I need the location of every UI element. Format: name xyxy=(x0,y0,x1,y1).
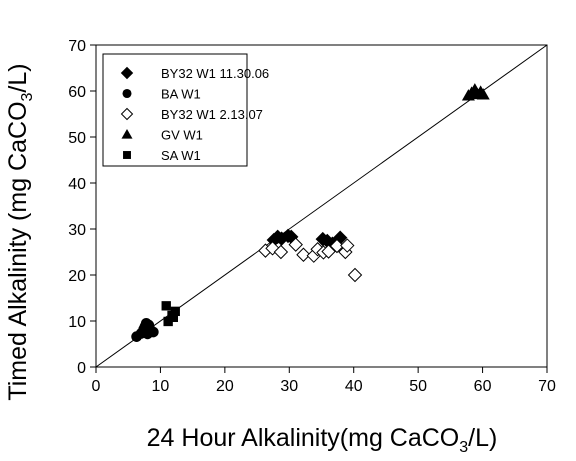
legend-label: BY32 W1 2.13.07 xyxy=(161,107,263,122)
x-tick-label: 40 xyxy=(345,378,363,395)
point-gv-w1 xyxy=(476,88,490,100)
data-points xyxy=(131,83,490,342)
point-ba-w1 xyxy=(148,326,159,338)
point-by32-w1-2-13-07 xyxy=(321,244,336,259)
x-axis-title-main: 24 Hour Alkalinity(mg CaCO xyxy=(147,424,460,452)
y-tick-label: 20 xyxy=(68,268,86,285)
point-sa-w1 xyxy=(161,301,171,311)
y-axis-title-subscript: 3 xyxy=(19,92,36,101)
y-tick-label: 10 xyxy=(68,314,86,331)
legend-marker xyxy=(120,66,134,80)
legend-marker xyxy=(123,151,131,159)
legend-marker xyxy=(122,88,132,99)
legend-label: GV W1 xyxy=(161,128,203,143)
y-axis-title-tail: /L) xyxy=(4,63,32,92)
point-by32-w1-2-13-07 xyxy=(296,247,311,262)
x-tick-label: 0 xyxy=(92,378,101,395)
y-tick-label: 70 xyxy=(68,38,86,55)
legend-marker xyxy=(120,107,134,121)
legend-label: BY32 W1 11.30.06 xyxy=(161,66,269,81)
plot-frame xyxy=(95,44,548,368)
x-axis-title-subscript: 3 xyxy=(459,439,468,456)
y-tick-label: 60 xyxy=(68,84,86,101)
x-tick-label: 20 xyxy=(216,378,234,395)
y-axis-title-main: Timed Alkalinity (mg CaCO xyxy=(4,101,32,400)
y-tick-label: 30 xyxy=(68,222,86,239)
x-tick-label: 60 xyxy=(474,378,492,395)
legend-label: SA W1 xyxy=(161,148,201,163)
point-by32-w1-2-13-07 xyxy=(347,267,363,283)
legend: BY32 W1 11.30.06 BA W1 BY32 W1 2.13.07 GV W… xyxy=(102,53,269,167)
x-axis-title: 24 Hour Alkalinity(mg CaCO3/L) xyxy=(147,424,498,456)
x-tick-label: 50 xyxy=(409,378,427,395)
point-by32-w1-2-13-07 xyxy=(288,237,303,252)
y-axis-title: Timed Alkalinity (mg CaCO3/L) xyxy=(4,63,36,400)
legend-label: BA W1 xyxy=(161,87,201,102)
point-by32-w1-2-13-07 xyxy=(273,244,289,260)
point-sa-w1 xyxy=(168,312,178,322)
x-tick-label: 30 xyxy=(280,378,298,395)
x-tick-label: 10 xyxy=(152,378,170,395)
y-tick-label: 50 xyxy=(68,130,86,147)
x-tick-label: 70 xyxy=(538,378,556,395)
legend-marker xyxy=(121,129,133,139)
point-sa-w1 xyxy=(170,306,180,317)
point-by32-w1-2-13-07 xyxy=(340,238,355,253)
y-tick-label: 0 xyxy=(77,360,86,377)
point-by32-w1-2-13-07 xyxy=(329,238,345,254)
y-tick-label: 40 xyxy=(68,176,86,193)
x-axis-title-tail: /L) xyxy=(468,424,497,452)
point-sa-w1 xyxy=(163,316,173,327)
